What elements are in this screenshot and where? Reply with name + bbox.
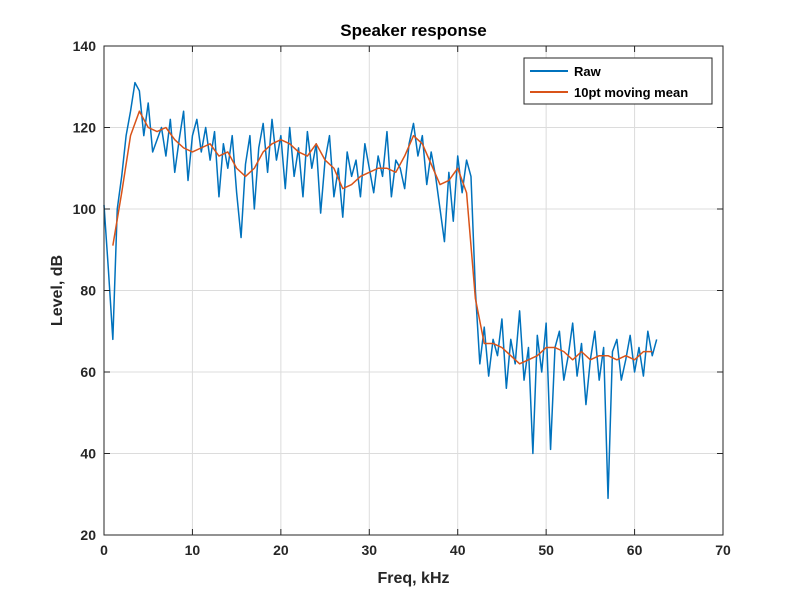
legend-box — [523, 57, 713, 105]
y-tick-label: 60 — [80, 364, 96, 380]
x-tick-label: 40 — [450, 542, 466, 558]
y-axis-label: Level, dB — [49, 255, 66, 326]
y-tick-label: 80 — [80, 283, 96, 299]
tick-layer: 0 10 20 30 40 50 60 70 20 40 60 80 100 120 140 — [73, 38, 731, 558]
x-tick-label: 30 — [361, 542, 377, 558]
legend: Raw 10pt moving mean — [523, 57, 713, 105]
y-tick-label: 100 — [73, 201, 97, 217]
y-tick-label: 120 — [73, 120, 97, 136]
chart-title: Speaker response — [340, 21, 486, 40]
y-tick-label: 20 — [80, 527, 96, 543]
x-tick-label: 20 — [273, 542, 289, 558]
series-layer — [103, 81, 658, 500]
legend-label-raw: Raw — [574, 64, 602, 79]
y-tick-label: 40 — [80, 446, 96, 462]
x-tick-label: 50 — [538, 542, 554, 558]
series-line-10pt-moving-mean — [112, 110, 653, 365]
series-line-raw — [103, 81, 658, 500]
legend-label-moving-mean: 10pt moving mean — [574, 85, 688, 100]
x-tick-label: 60 — [627, 542, 643, 558]
x-axis-label: Freq, kHz — [377, 570, 449, 587]
x-tick-label: 0 — [100, 542, 108, 558]
x-tick-label: 10 — [185, 542, 201, 558]
x-tick-label: 70 — [715, 542, 731, 558]
y-tick-label: 140 — [73, 38, 97, 54]
